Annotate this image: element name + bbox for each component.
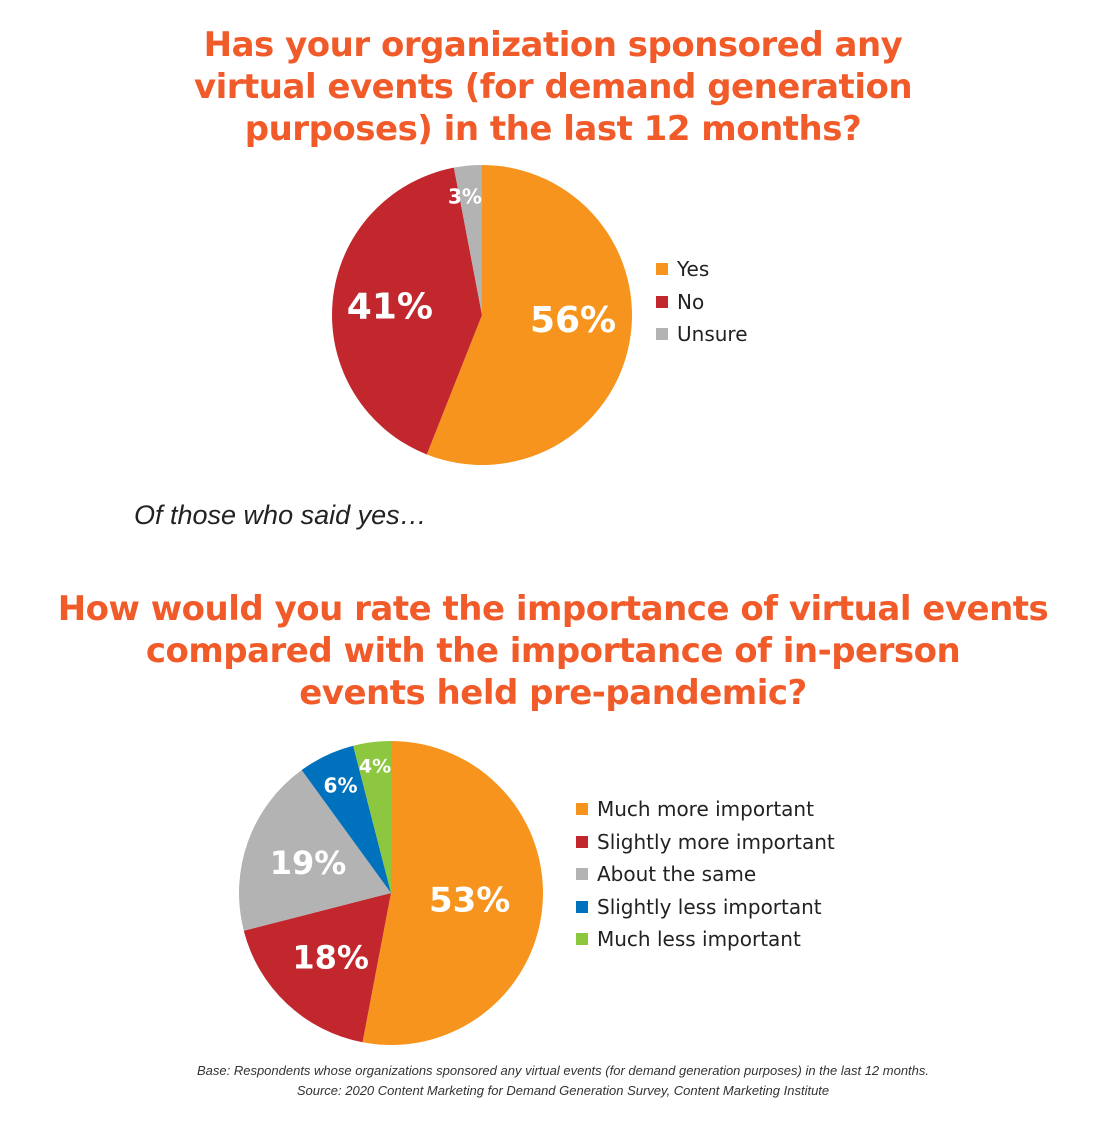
legend-label: Yes — [677, 257, 710, 282]
chart1-pie: 56% 41% 3% — [332, 165, 632, 465]
legend-item-about-the-same: About the same — [576, 858, 835, 891]
legend-item-slightly-more-important: Slightly more important — [576, 826, 835, 859]
legend-label: No — [677, 289, 705, 314]
legend-item-unsure: Unsure — [656, 318, 748, 351]
slice-much-more-important — [362, 741, 543, 1045]
slice-label-much-less-important: 4% — [359, 755, 391, 777]
footnote: Base: Respondents whose organizations sp… — [0, 1061, 1106, 1101]
slice-label-slightly-less-important: 6% — [324, 774, 358, 798]
slice-slightly-less-important — [301, 745, 391, 893]
chart2-subtitle: Of those who said yes… — [134, 500, 427, 530]
legend-swatch-icon — [656, 295, 668, 308]
slice-label-much-more-important: 53% — [429, 880, 510, 920]
slice-label-about-the-same: 19% — [270, 844, 347, 882]
chart2-title-line: events held pre-pandemic? — [299, 673, 807, 713]
chart2-title-line: compared with the importance of in-perso… — [145, 631, 961, 671]
chart1-title-line: Has your organization sponsored any — [203, 25, 903, 65]
legend-swatch-icon — [576, 868, 588, 881]
legend-swatch-icon — [576, 835, 588, 848]
legend-item-slightly-less-important: Slightly less important — [576, 891, 835, 924]
slice-slightly-more-important — [243, 893, 391, 1043]
legend-label: Unsure — [677, 322, 748, 347]
legend-label: About the same — [597, 862, 757, 887]
legend-item-no: No — [656, 286, 748, 319]
legend-swatch-icon — [576, 933, 588, 946]
slice-much-less-important — [353, 741, 391, 893]
slice-about-the-same — [239, 770, 391, 931]
slice-label-unsure: 3% — [448, 185, 482, 209]
chart2-title-line: How would you rate the importance of vir… — [57, 589, 1049, 629]
legend-swatch-icon — [576, 900, 588, 913]
chart2-legend: Much more important Slightly more importa… — [576, 793, 835, 956]
slice-yes — [426, 165, 632, 465]
slice-no — [332, 167, 482, 455]
chart1-title-line: virtual events (for demand generation — [193, 67, 913, 107]
legend-label: Much more important — [597, 797, 814, 822]
slice-label-no: 41% — [347, 287, 433, 328]
footnote-source: Source: 2020 Content Marketing for Deman… — [296, 1083, 830, 1098]
legend-label: Slightly more important — [597, 829, 835, 854]
chart2-title: How would you rate the importance of vir… — [0, 588, 1106, 714]
chart1-title-line: purposes) in the last 12 months? — [244, 109, 862, 149]
chart1-title: Has your organization sponsored any virt… — [0, 24, 1106, 150]
legend-swatch-icon — [656, 263, 668, 276]
legend-label: Slightly less important — [597, 894, 822, 919]
chart2-pie: 53% 18% 19% 6%4% — [239, 741, 543, 1045]
slice-unsure — [453, 165, 482, 315]
legend-swatch-icon — [576, 803, 588, 816]
legend-item-much-more-important: Much more important — [576, 793, 835, 826]
legend-swatch-icon — [656, 328, 668, 341]
slice-label-yes: 56% — [530, 300, 616, 341]
legend-label: Much less important — [597, 927, 801, 952]
legend-item-much-less-important: Much less important — [576, 923, 835, 956]
legend-item-yes: Yes — [656, 253, 748, 286]
chart1-legend: Yes No Unsure — [656, 253, 748, 351]
footnote-base: Base: Respondents whose organizations sp… — [196, 1063, 930, 1078]
slice-label-slightly-more-important: 18% — [292, 938, 369, 976]
